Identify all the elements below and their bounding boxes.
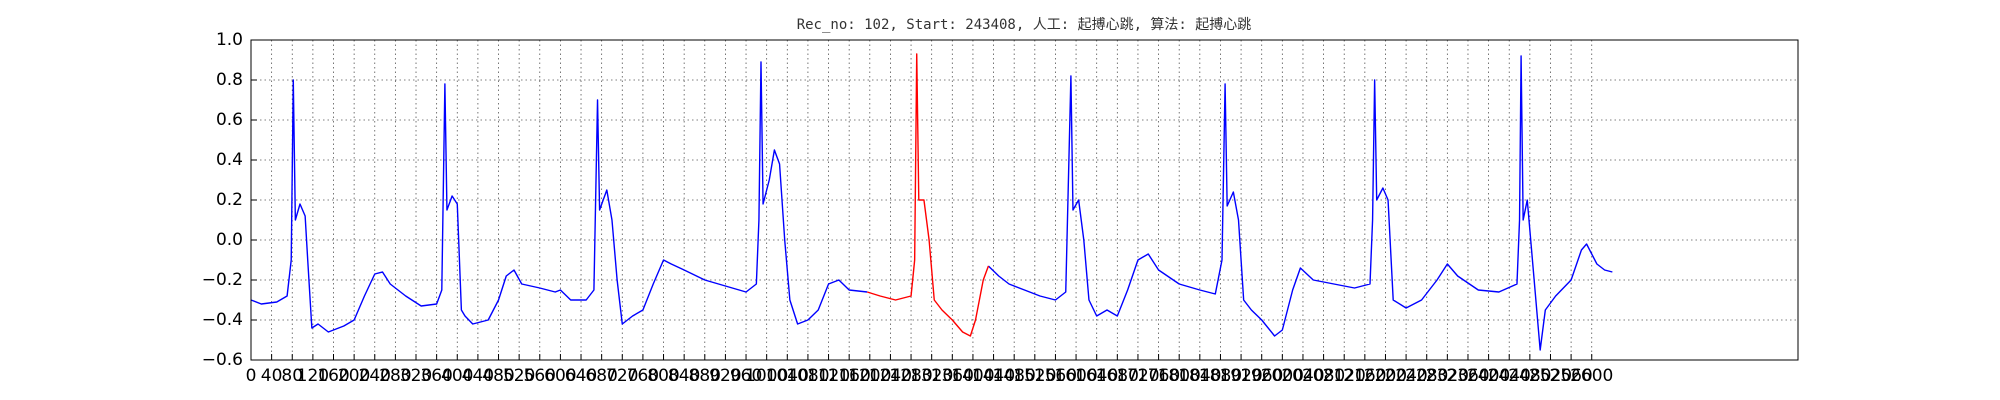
x-tick-label: 1120 [807, 366, 850, 386]
x-tick-label: 1320 [910, 366, 953, 386]
x-tick-label: 720 [606, 366, 638, 386]
x-tick-label: 40 [261, 366, 283, 386]
x-tick-label: 960 [730, 366, 762, 386]
x-tick-label: 1200 [848, 366, 891, 386]
x-tick-label: 800 [647, 366, 679, 386]
x-tick-label: 2360 [1446, 366, 1489, 386]
x-tick-label: 1240 [869, 366, 912, 386]
x-tick-label: 1880 [1199, 366, 1242, 386]
x-tick-label: 640 [565, 366, 597, 386]
x-tick-label: 1600 [1054, 366, 1097, 386]
plot-frame [250, 39, 1799, 361]
x-tick-label: 120 [297, 366, 329, 386]
x-tick-label: 1480 [993, 366, 1036, 386]
x-tick-label: 1720 [1116, 366, 1159, 386]
x-tick-label: 560 [524, 366, 556, 386]
x-tick-label: 1960 [1240, 366, 1283, 386]
x-tick-label: 1920 [1219, 366, 1262, 386]
x-tick-label: 80 [281, 366, 303, 386]
x-tick-label: 2080 [1302, 366, 1345, 386]
x-tick-label: 1360 [931, 366, 974, 386]
y-tick-label: 0.4 [216, 150, 243, 170]
x-tick-label: 1080 [786, 366, 829, 386]
y-tick-label: −0.4 [202, 310, 243, 330]
x-tick-label: 760 [627, 366, 659, 386]
x-tick-label: 600 [544, 366, 576, 386]
x-tick-label: 1680 [1096, 366, 1139, 386]
x-tick-label: 440 [462, 366, 494, 386]
x-tick-label: 360 [420, 366, 452, 386]
x-tick-label: 920 [709, 366, 741, 386]
x-tick-label: 1280 [889, 366, 932, 386]
x-tick-label: 1520 [1013, 366, 1056, 386]
x-tick-label: 1560 [1034, 366, 1077, 386]
x-tick-label: 280 [379, 366, 411, 386]
x-tick-label: 2520 [1529, 366, 1572, 386]
x-tick-label: 2560 [1549, 366, 1592, 386]
x-tick-label: 480 [482, 366, 514, 386]
y-tick-label: −0.2 [202, 270, 243, 290]
x-tick-label: 200 [338, 366, 370, 386]
y-tick-label: 1.0 [216, 30, 243, 50]
y-tick-label: 0.8 [216, 70, 243, 90]
x-tick-label: 0 [246, 366, 257, 386]
x-tick-label: 1800 [1158, 366, 1201, 386]
x-tick-label: 1160 [828, 366, 871, 386]
x-tick-label: 1840 [1178, 366, 1221, 386]
x-tick-label: 1400 [951, 366, 994, 386]
y-tick-label: 0.2 [216, 190, 243, 210]
chart-title: Rec_no: 102, Start: 243408, 人工: 起搏心跳, 算法… [797, 16, 1252, 33]
x-tick-label: 2240 [1384, 366, 1427, 386]
x-tick-label: 840 [668, 366, 700, 386]
x-tick-label: 1000 [745, 366, 788, 386]
y-tick-label: 0.0 [216, 230, 243, 250]
x-tick-label: 880 [689, 366, 721, 386]
x-tick-label: 2280 [1405, 366, 1448, 386]
y-tick-label: 0.6 [216, 110, 243, 130]
x-tick-label: 320 [400, 366, 432, 386]
x-tick-label: 1040 [766, 366, 809, 386]
x-tick-label: 1640 [1075, 366, 1118, 386]
x-tick-label: 400 [441, 366, 473, 386]
x-tick-label: 2320 [1426, 366, 1469, 386]
x-tick-label: 2040 [1281, 366, 1324, 386]
x-tick-label: 160 [317, 366, 349, 386]
ecg-line [987, 55, 1613, 351]
x-tick-label: 680 [585, 366, 617, 386]
x-tick-label: 2200 [1364, 366, 1407, 386]
x-tick-label: 2160 [1343, 366, 1386, 386]
x-tick-label: 1760 [1137, 366, 1180, 386]
x-tick-label: 2400 [1467, 366, 1510, 386]
ecg-line [250, 61, 868, 333]
x-tick-label: 1440 [972, 366, 1015, 386]
x-tick-label: 2600 [1570, 366, 1613, 386]
x-tick-label: 2480 [1508, 366, 1551, 386]
x-tick-label: 2440 [1488, 366, 1531, 386]
ecg-line [867, 53, 990, 337]
x-tick-label: 2000 [1261, 366, 1304, 386]
y-tick-label: −0.6 [202, 350, 243, 370]
x-tick-label: 240 [359, 366, 391, 386]
x-tick-label: 2120 [1323, 366, 1366, 386]
x-tick-label: 520 [503, 366, 535, 386]
